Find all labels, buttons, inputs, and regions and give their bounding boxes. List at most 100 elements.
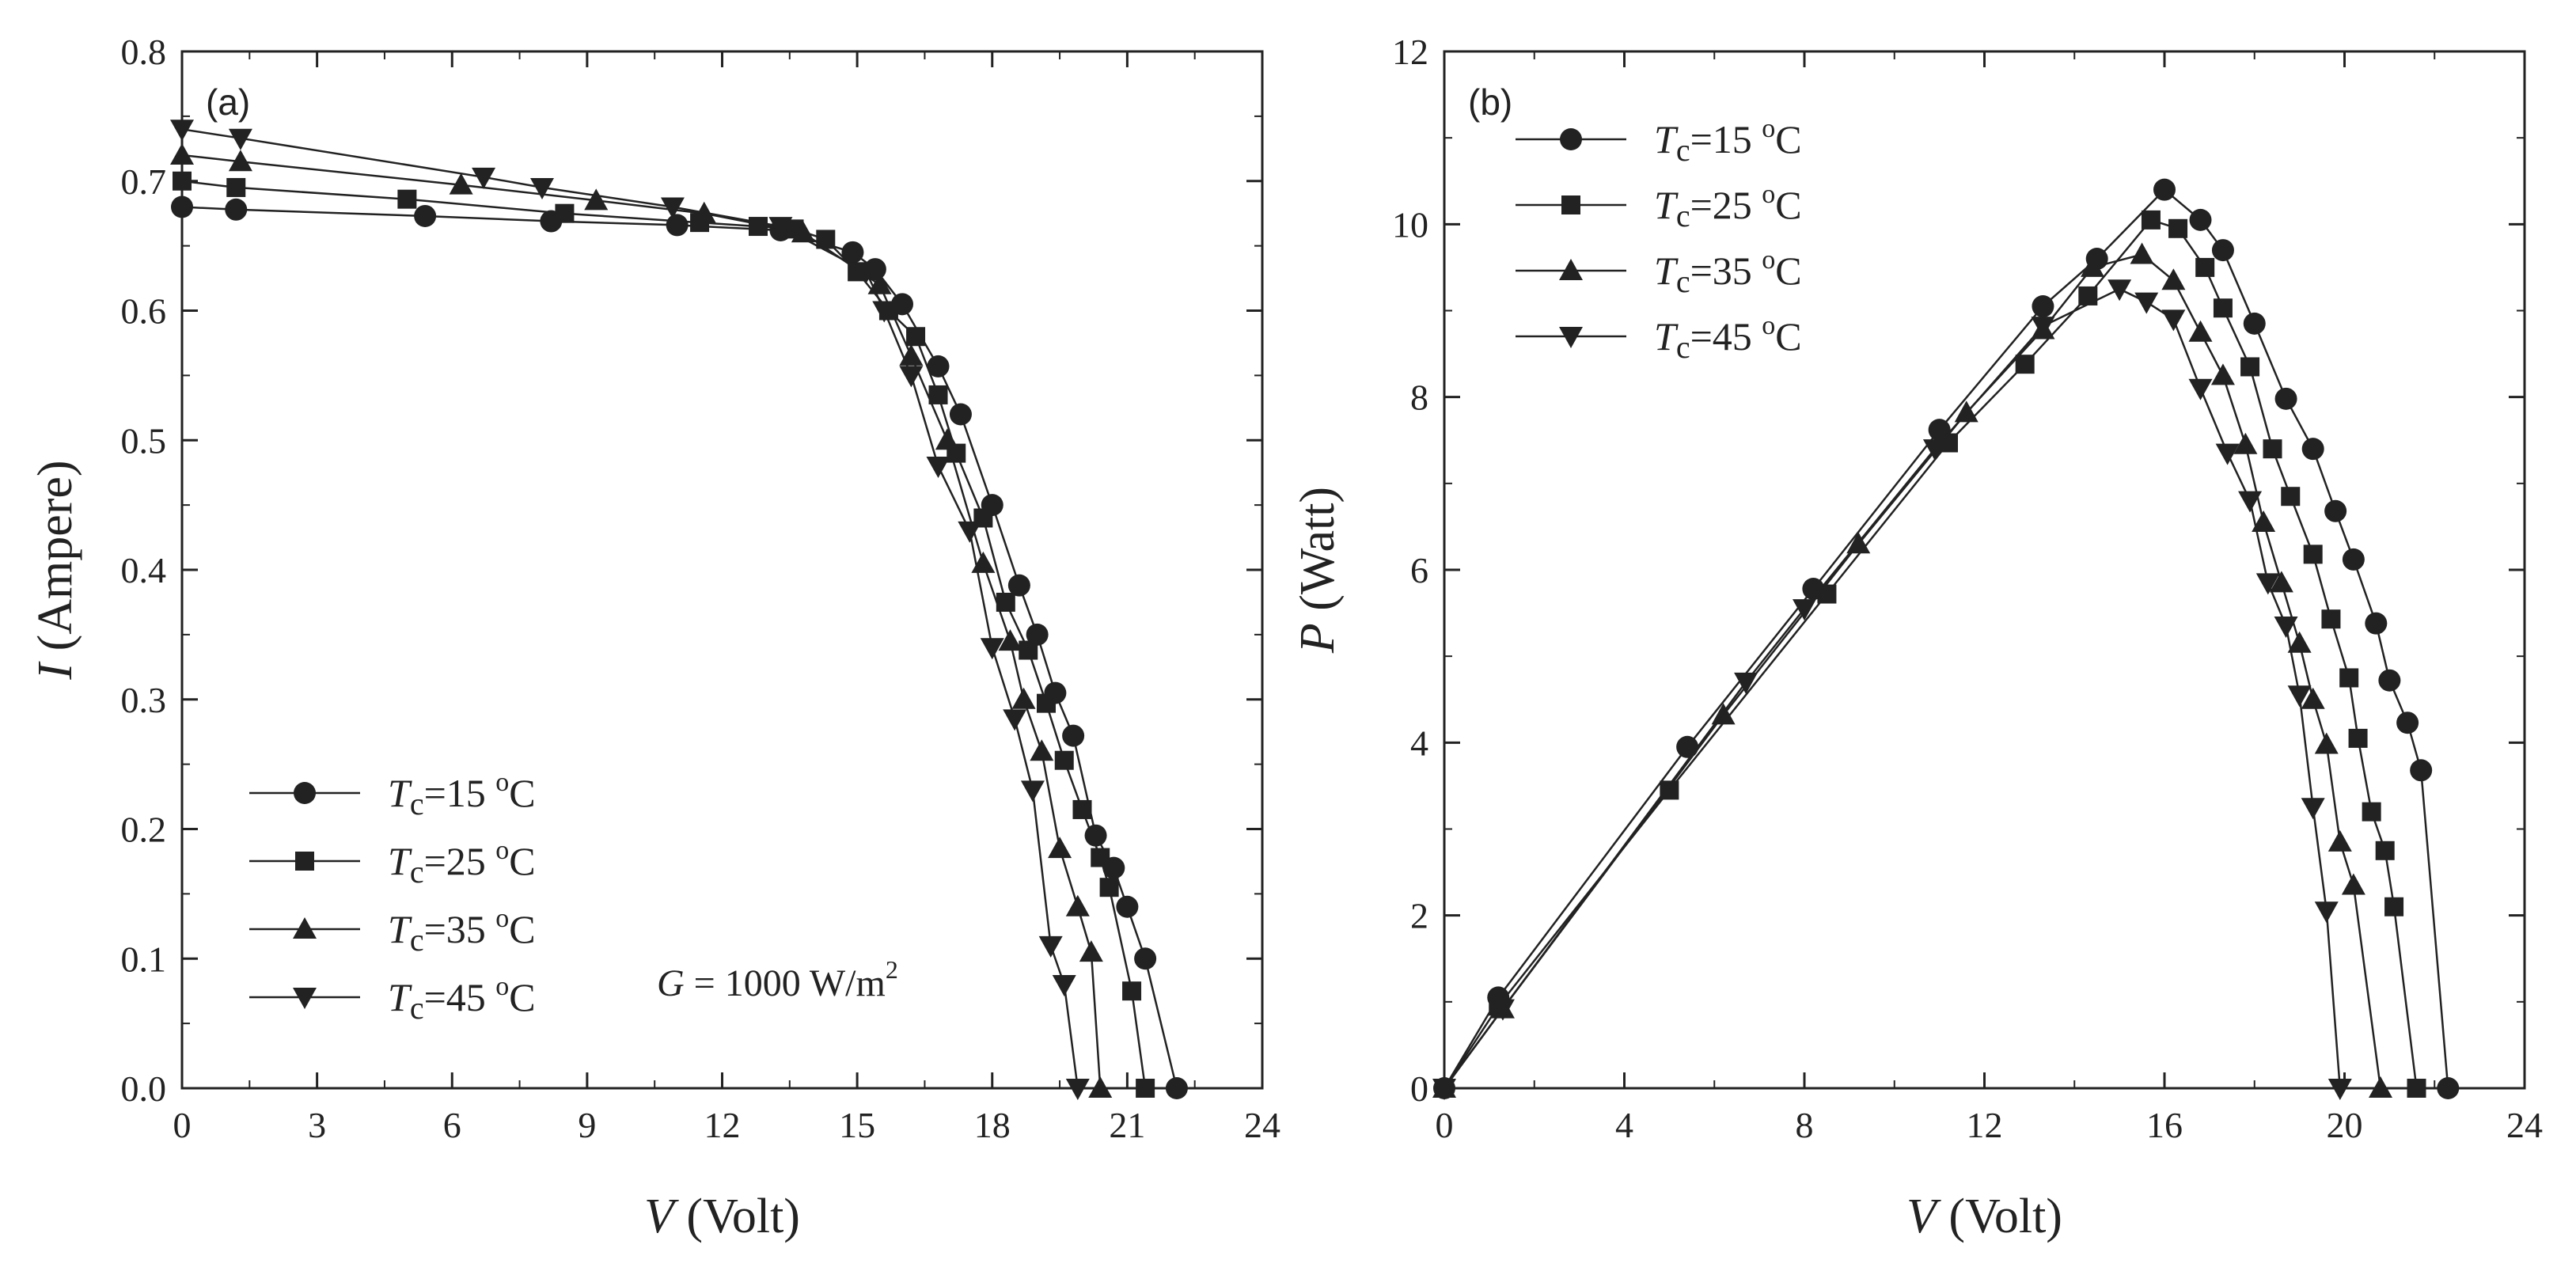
legend-label: Tc=35 oC <box>388 904 536 958</box>
data-point <box>906 327 926 347</box>
series-triangle-up <box>1432 242 2392 1098</box>
data-point <box>1052 975 1076 996</box>
data-point <box>2032 295 2054 318</box>
data-point <box>173 171 192 191</box>
legend-unit: C <box>509 907 535 951</box>
data-point <box>1676 735 1699 758</box>
y-tick-label: 2 <box>1410 896 1428 936</box>
data-point <box>2301 798 2325 820</box>
y-tick-label: 0.5 <box>121 420 167 461</box>
legend-value: =25 <box>1690 183 1762 227</box>
data-point <box>228 128 252 150</box>
data-point <box>2287 631 2312 653</box>
legend-marker <box>1561 195 1580 214</box>
y-tick-label: 0.6 <box>121 291 167 332</box>
data-point <box>2168 218 2188 238</box>
legend-value: =35 <box>424 907 496 951</box>
legend-sup: o <box>495 768 509 797</box>
data-point <box>1088 1076 1113 1098</box>
series-triangle-down <box>1432 279 2352 1100</box>
series-line <box>1443 287 2342 1089</box>
legend-value: =35 <box>1690 249 1762 293</box>
legend-marker <box>1560 128 1582 150</box>
legend-marker <box>295 852 314 871</box>
legend-unit: C <box>1775 117 1801 161</box>
data-point <box>2274 616 2298 638</box>
data-point <box>2078 286 2098 305</box>
legend-var: T <box>388 975 412 1019</box>
data-point <box>2188 378 2213 400</box>
y-axis-label: P (Watt) <box>1291 487 1345 654</box>
panel-label: (b) <box>1468 82 1512 123</box>
legend-var: T <box>388 771 412 815</box>
x-tick-label: 16 <box>2146 1105 2183 1145</box>
data-point <box>2339 668 2359 688</box>
y-tick-label: 0.0 <box>121 1068 167 1109</box>
legend-marker <box>294 782 316 804</box>
annotation-sup: 2 <box>886 955 898 984</box>
data-point <box>171 195 193 218</box>
legend-var: T <box>388 907 412 951</box>
data-point <box>660 197 685 219</box>
x-tick-label: 18 <box>974 1105 1011 1145</box>
data-point <box>2328 829 2352 852</box>
y-tick-label: 0.4 <box>121 550 167 590</box>
legend-marker <box>293 917 317 939</box>
data-point <box>170 120 194 142</box>
y-tick-label: 6 <box>1410 550 1428 590</box>
x-axis-var: V <box>644 1190 679 1243</box>
data-point <box>2384 897 2404 916</box>
legend-marker <box>1559 327 1583 348</box>
data-point <box>1954 400 1978 423</box>
data-point <box>2410 759 2433 782</box>
data-point <box>1817 584 1837 604</box>
data-point <box>1072 799 1092 819</box>
x-tick-label: 21 <box>1109 1105 1145 1145</box>
data-point <box>1134 947 1157 970</box>
data-point <box>226 177 246 197</box>
data-point <box>1026 623 1049 646</box>
data-point <box>1165 1077 1188 1099</box>
data-point <box>768 217 793 239</box>
legend-unit: C <box>509 975 535 1019</box>
data-point <box>2407 1079 2426 1098</box>
data-point <box>854 262 878 284</box>
data-point <box>928 385 948 404</box>
legend-marker <box>1559 259 1583 280</box>
data-point <box>170 143 194 165</box>
legend-label: Tc=45 oC <box>388 972 536 1026</box>
data-point <box>228 150 252 172</box>
y-axis-var: I <box>28 661 82 681</box>
data-point <box>2314 901 2339 924</box>
x-tick-label: 6 <box>443 1105 461 1145</box>
legend-marker <box>293 988 317 1009</box>
series-line <box>1443 218 2418 1089</box>
x-tick-label: 9 <box>578 1105 596 1145</box>
legend-unit: C <box>1775 183 1801 227</box>
data-point <box>2287 685 2312 708</box>
y-tick-label: 0 <box>1410 1068 1428 1109</box>
data-point <box>2263 439 2282 459</box>
data-point <box>2365 612 2388 635</box>
x-tick-label: 24 <box>1244 1105 1280 1145</box>
data-point <box>1065 894 1090 916</box>
data-point <box>1136 1079 1155 1098</box>
series-triangle-up <box>170 143 1113 1098</box>
data-point <box>2210 363 2235 385</box>
legend-var: T <box>1654 183 1679 227</box>
data-point <box>1122 981 1142 1001</box>
legend-sub: c <box>1676 198 1690 233</box>
legend-sub: c <box>410 786 424 822</box>
legend-sub: c <box>1676 132 1690 168</box>
data-point <box>2215 443 2240 465</box>
data-point <box>2348 728 2368 748</box>
data-point <box>1116 895 1139 918</box>
x-axis-unit: (Volt) <box>674 1190 800 1243</box>
series-line <box>181 154 1102 1089</box>
data-point <box>2161 309 2186 332</box>
data-point <box>1038 935 1063 958</box>
data-point <box>2255 573 2280 595</box>
x-tick-label: 12 <box>704 1105 741 1145</box>
data-point <box>2243 312 2266 335</box>
data-point <box>1065 1079 1090 1100</box>
